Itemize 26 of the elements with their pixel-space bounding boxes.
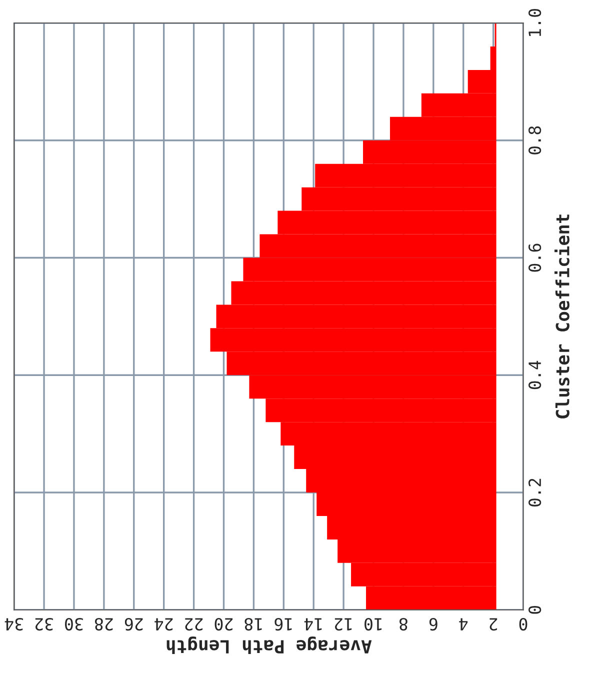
x-tick-label: 2 (490, 618, 498, 631)
x-tick-label: 16 (274, 618, 292, 631)
x-tick-label: 30 (65, 618, 83, 631)
y-tick-label: 0.2 (528, 478, 542, 506)
x-tick-label: 22 (185, 618, 203, 631)
y-axis-title: Cluster Coefficient (554, 214, 570, 418)
x-tick-label: 24 (154, 618, 173, 631)
x-tick-label: 20 (214, 618, 233, 631)
y-tick-label: 0.8 (528, 126, 542, 154)
x-tick-label: 8 (400, 618, 408, 631)
y-tick-label: 0.6 (528, 244, 542, 272)
y-tick-label: 0 (528, 606, 542, 614)
x-tick-label: 10 (364, 618, 382, 631)
y-tick-label: 0.4 (528, 360, 542, 390)
x-tick-label: 12 (334, 618, 352, 631)
x-tick-label: 28 (94, 618, 113, 631)
x-tick-label: 18 (244, 618, 262, 631)
x-tick-label: 34 (4, 618, 23, 631)
y-tick-label: 1.0 (528, 9, 542, 36)
x-tick-label: 6 (429, 618, 438, 631)
x-tick-label: 4 (459, 618, 468, 630)
x-tick-label: 0 (519, 618, 528, 631)
x-tick-label: 14 (304, 618, 322, 630)
x-tick-label: 26 (124, 618, 143, 631)
x-axis-title: Average Path Length (166, 636, 372, 654)
x-tick-label: 32 (35, 618, 53, 631)
